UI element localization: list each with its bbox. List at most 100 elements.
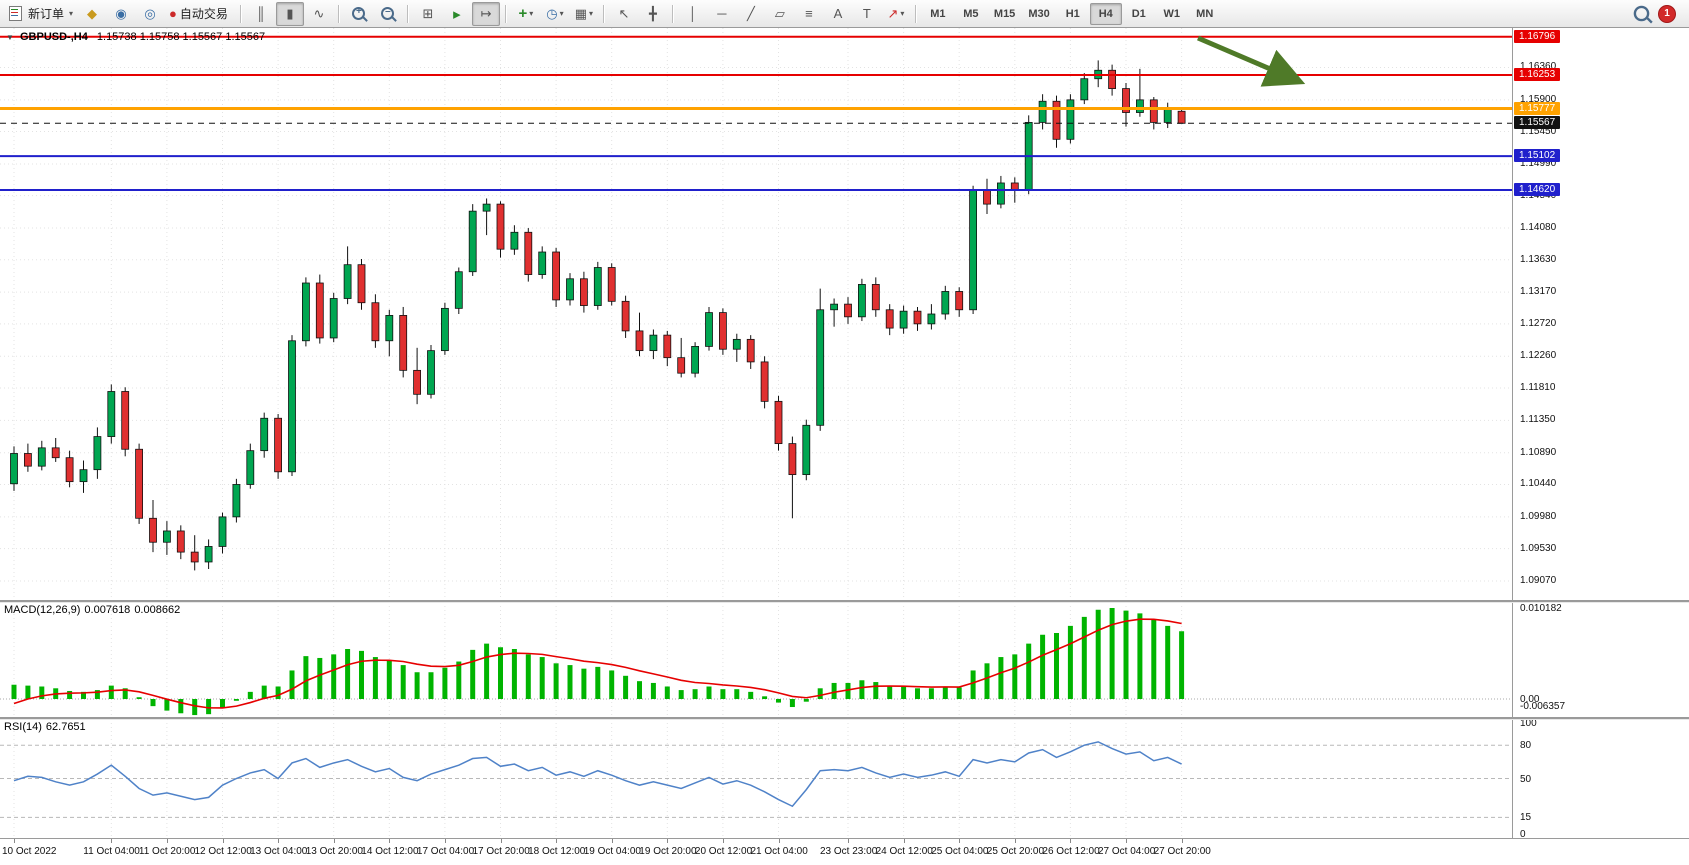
channel-tool-button[interactable]: ▱ [766,2,794,26]
toolbar-separator [914,4,917,23]
chart-shift-button[interactable]: ↦ [471,1,500,26]
candle [176,530,185,553]
time-tick-label: 18 Oct 12:00 [528,846,586,857]
price-level-box[interactable]: 1.15102 [1514,149,1561,163]
candle [955,291,964,311]
chart-workspace: ▼ GBPUSD-,H4 1.15738 1.15758 1.15567 1.1… [0,28,1689,865]
price-axis[interactable]: 1.163601.159001.154501.149901.145401.140… [1512,28,1689,840]
timeframe-h4[interactable]: H4 [1089,2,1122,25]
time-tick-label: 11 Oct 04:00 [83,846,140,857]
label-tool-button[interactable]: T [853,2,881,26]
timeframe-m15[interactable]: M15 [993,7,1016,20]
price-level-box[interactable]: 1.15777 [1514,101,1561,115]
vertical-line-tool-button[interactable]: │ [679,2,707,26]
timeframe-w1[interactable]: W1 [1163,7,1180,20]
candle [93,436,102,471]
candle [677,357,686,374]
periods-button[interactable]: ◷ ▾ [541,2,569,26]
one-click-trading-expander[interactable]: ▼ [6,33,14,42]
candle [997,182,1005,205]
symbol-timeframe-label: GBPUSD-,H4 [19,31,88,43]
candle [218,516,227,547]
auto-scroll-button[interactable]: ▸ [443,2,471,26]
current-price-box[interactable]: 1.15567 [1514,116,1561,130]
fibonacci-tool-button[interactable]: ≡ [795,2,823,26]
candle [399,315,408,371]
candle [162,530,171,543]
time-tick-mark [667,839,669,843]
time-tick-label: 24 Oct 12:00 [875,846,933,857]
bar-chart-button[interactable]: ║ [247,2,275,26]
new-order-button[interactable]: 新订单 ▾ [5,2,77,26]
timeframe-m30[interactable]: M30 [1028,7,1050,20]
data-window-button[interactable]: ◎ [136,2,164,26]
candle [79,469,88,483]
search-icon[interactable] [1633,5,1650,22]
crosshair-tool-button[interactable]: ╋ [639,2,667,26]
panel-splitter[interactable] [0,600,1689,603]
candle [732,338,741,350]
candle [10,453,18,485]
macd-panel[interactable]: MACD(12,26,9) 0.007618 0.008662 [0,602,1512,717]
candlestick-chart-button[interactable]: ▮ [275,1,304,26]
price-level-box[interactable]: 1.16253 [1514,67,1561,81]
price-level-box[interactable]: 1.16796 [1514,29,1561,43]
toolbar-separator [337,4,340,23]
candle [858,284,866,318]
zoom-in-button[interactable]: + [345,2,373,26]
arrows-icon: ↗ [887,5,899,21]
tile-windows-button[interactable]: ⊞ [414,2,442,26]
time-tick-label: 13 Oct 04:00 [250,846,308,857]
timeframe-m5[interactable]: M5 [963,7,979,20]
charts-button[interactable]: ◆ [78,2,106,26]
price-level-box[interactable]: 1.14620 [1514,183,1561,197]
candle [1038,100,1047,123]
time-tick-label: 25 Oct 04:00 [931,846,989,857]
time-tick-label: 12 Oct 12:00 [194,846,252,857]
candle [468,210,477,273]
candle [204,546,213,563]
profiles-button[interactable]: ◉ [107,2,135,26]
panel-splitter[interactable] [0,717,1689,720]
main-chart-panel[interactable]: ▼ GBPUSD-,H4 1.15738 1.15758 1.15567 1.1… [0,28,1512,600]
notification-badge[interactable]: 1 [1658,4,1676,23]
zoom-out-button[interactable]: – [374,2,402,26]
timeframe-m1[interactable]: M1 [930,7,946,20]
indicators-button[interactable]: + ▾ [512,2,540,26]
candle [816,309,825,426]
candle [607,267,616,302]
time-tick-mark [166,839,168,843]
time-tick-mark [1181,839,1183,843]
candle [1163,107,1172,123]
trendline-tool-button[interactable]: ╱ [737,2,765,26]
timeframe-h1[interactable]: H1 [1065,7,1080,20]
timeframe-mn[interactable]: MN [1196,7,1214,20]
candle [1177,110,1186,124]
price-tick-label: 1.09980 [1520,510,1557,522]
cursor-tool-button[interactable]: ↖ [610,2,638,26]
time-tick-mark [111,839,113,843]
time-tick-label: 19 Oct 20:00 [639,846,697,857]
price-tick-label: 1.10890 [1520,446,1557,458]
candle [927,313,936,325]
candlestick-chart-icon: ▮ [286,5,294,21]
arrows-tool-button[interactable]: ↗ ▾ [882,2,910,26]
horizontal-line-tool-button[interactable]: ─ [708,2,736,26]
trendline-icon: ╱ [746,5,755,21]
trend-arrow-annotation[interactable] [1197,35,1306,87]
rsi-panel[interactable]: RSI(14) 62.7651 [0,719,1512,838]
templates-button[interactable]: ▦ ▾ [570,2,598,26]
candle [621,300,630,332]
candle [301,282,310,342]
line-chart-button[interactable]: ∿ [305,2,333,26]
time-axis[interactable]: 10 Oct 2022 11 Oct 04:00 11 Oct 20:00 12 Oc… [0,838,1689,865]
timeframe-d1[interactable]: D1 [1131,7,1146,20]
autotrading-button[interactable]: ● 自动交易 [165,2,235,26]
candle [774,400,783,445]
time-tick-label: 17 Oct 20:00 [472,846,530,857]
text-tool-button[interactable]: A [824,2,852,26]
candle [482,203,491,212]
line-chart-icon: ∿ [313,5,325,21]
candle [51,447,60,459]
time-tick-mark [556,839,558,843]
